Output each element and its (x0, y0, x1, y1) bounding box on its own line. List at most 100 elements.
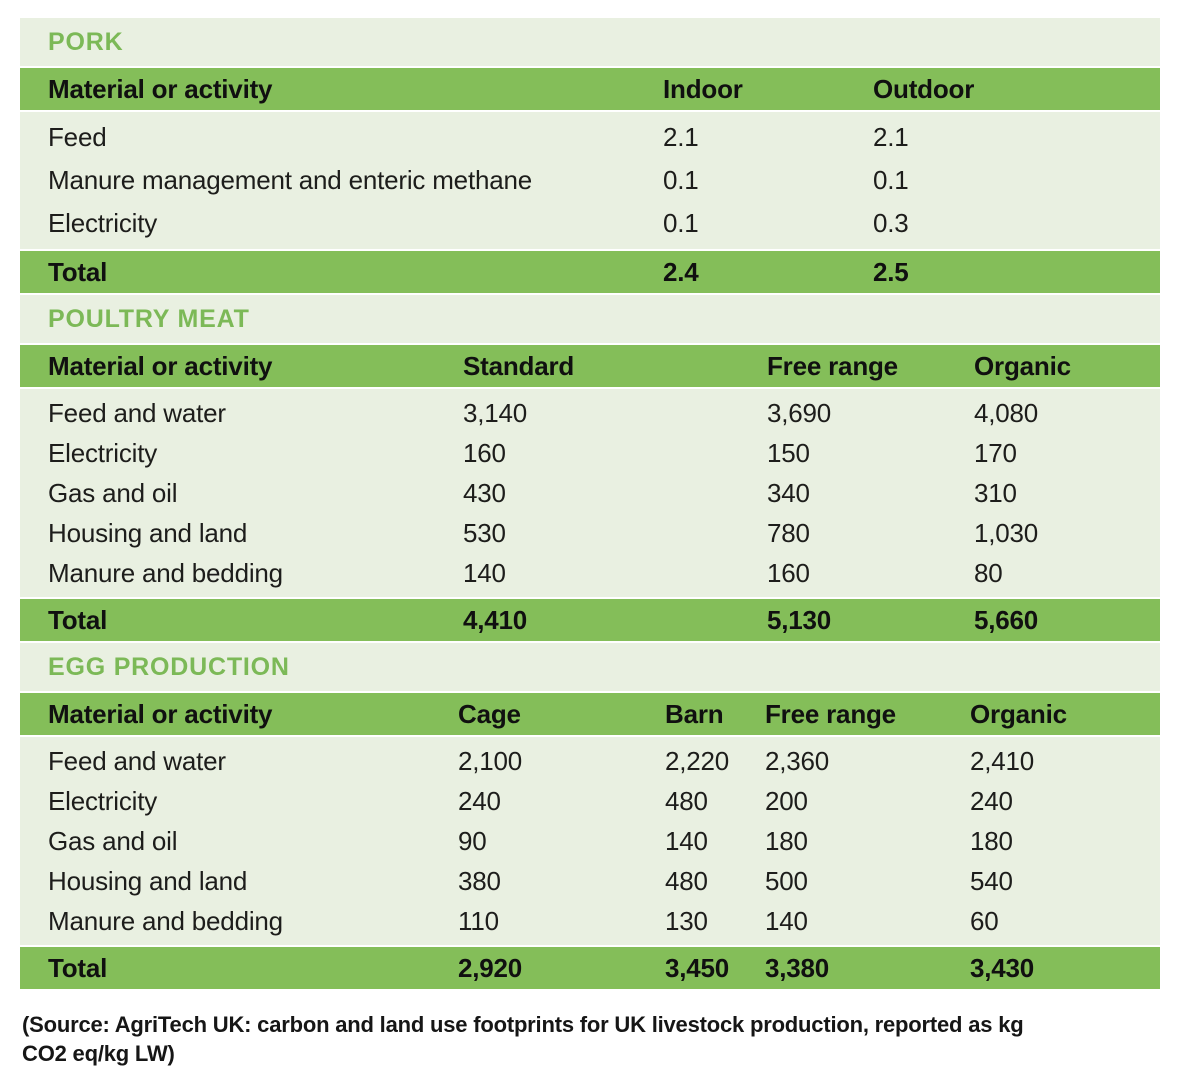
section-title: POULTRY MEAT (48, 304, 250, 333)
total-value-cell: 3,430 (970, 952, 1035, 983)
data-rows: Feed 2.1 2.1 Manure management and enteric … (20, 112, 1160, 249)
row-label: Manure and bedding (48, 905, 283, 936)
column-header-material: Material or activity (48, 698, 273, 729)
table-row: Feed and water 2,100 2,220 2,360 2,410 (20, 741, 1160, 781)
total-value-cell: 2.4 (663, 256, 699, 287)
section-egg-production: EGG PRODUCTION Material or activity Cage Ba… (20, 643, 1160, 989)
total-value-cell: 5,130 (767, 604, 832, 635)
total-value-cell: 3,380 (765, 952, 830, 983)
row-label: Electricity (48, 437, 158, 468)
table-row: Housing and land 380 480 500 540 (20, 861, 1160, 901)
total-row: Total 2.4 2.5 (20, 251, 1160, 293)
column-header: Organic (974, 350, 1071, 381)
value-cell: 340 (767, 477, 810, 508)
value-cell: 140 (463, 557, 506, 588)
row-label: Housing and land (48, 865, 248, 896)
table-row: Feed 2.1 2.1 (20, 116, 1160, 159)
row-label: Feed and water (48, 745, 226, 776)
table-row: Manure and bedding 140 160 80 (20, 553, 1160, 593)
value-cell: 130 (665, 905, 708, 936)
table-row: Feed and water 3,140 3,690 4,080 (20, 393, 1160, 433)
section-pork: PORK Material or activity Indoor Outdoor Fee… (20, 18, 1160, 293)
total-label: Total (48, 256, 108, 287)
section-poultry-meat: POULTRY MEAT Material or activity Standard… (20, 295, 1160, 641)
row-label: Electricity (48, 208, 158, 238)
value-cell: 0.1 (663, 165, 699, 195)
value-cell: 240 (970, 785, 1013, 816)
row-label: Gas and oil (48, 477, 178, 508)
total-row: Total 2,920 3,450 3,380 3,430 (20, 947, 1160, 989)
value-cell: 60 (970, 905, 999, 936)
row-label: Feed (48, 122, 107, 152)
value-cell: 430 (463, 477, 506, 508)
row-label: Manure and bedding (48, 557, 283, 588)
column-header-material: Material or activity (48, 350, 273, 381)
value-cell: 4,080 (974, 397, 1039, 428)
section-title: EGG PRODUCTION (48, 652, 290, 681)
value-cell: 140 (765, 905, 808, 936)
row-label: Electricity (48, 785, 158, 816)
column-header: Cage (458, 698, 521, 729)
column-header: Standard (463, 350, 575, 381)
value-cell: 2,100 (458, 745, 523, 776)
column-header: Barn (665, 698, 724, 729)
value-cell: 780 (767, 517, 810, 548)
value-cell: 500 (765, 865, 808, 896)
table-row: Gas and oil 90 140 180 180 (20, 821, 1160, 861)
table-row: Housing and land 530 780 1,030 (20, 513, 1160, 553)
table-row: Manure management and enteric methane 0.1… (20, 159, 1160, 202)
value-cell: 90 (458, 825, 487, 856)
column-header-material: Material or activity (48, 73, 273, 104)
column-header: Free range (767, 350, 898, 381)
value-cell: 150 (767, 437, 810, 468)
total-value-cell: 2.5 (873, 256, 909, 287)
value-cell: 180 (970, 825, 1013, 856)
column-header: Outdoor (873, 73, 975, 104)
value-cell: 2,220 (665, 745, 730, 776)
value-cell: 0.1 (873, 165, 909, 195)
total-label: Total (48, 952, 108, 983)
value-cell: 480 (665, 865, 708, 896)
value-cell: 3,690 (767, 397, 832, 428)
value-cell: 0.3 (873, 208, 909, 238)
value-cell: 310 (974, 477, 1017, 508)
total-row: Total 4,410 5,130 5,660 (20, 599, 1160, 641)
value-cell: 480 (665, 785, 708, 816)
total-value-cell: 5,660 (974, 604, 1039, 635)
value-cell: 240 (458, 785, 501, 816)
value-cell: 0.1 (663, 208, 699, 238)
value-cell: 1,030 (974, 517, 1039, 548)
table-row: Gas and oil 430 340 310 (20, 473, 1160, 513)
value-cell: 380 (458, 865, 501, 896)
section-title-row: PORK (20, 18, 1160, 66)
data-rows: Feed and water 2,100 2,220 2,360 2,410 Electr… (20, 737, 1160, 945)
table-row: Electricity 160 150 170 (20, 433, 1160, 473)
column-header: Indoor (663, 73, 743, 104)
value-cell: 2,360 (765, 745, 830, 776)
value-cell: 2.1 (663, 122, 699, 152)
value-cell: 160 (767, 557, 810, 588)
value-cell: 2,410 (970, 745, 1035, 776)
total-value-cell: 4,410 (463, 604, 528, 635)
total-value-cell: 3,450 (665, 952, 730, 983)
value-cell: 3,140 (463, 397, 528, 428)
table-row: Electricity 0.1 0.3 (20, 202, 1160, 245)
column-header-row: Material or activity Standard Free range Or… (20, 345, 1160, 387)
table-row: Electricity 240 480 200 240 (20, 781, 1160, 821)
column-header: Free range (765, 698, 896, 729)
total-label: Total (48, 604, 108, 635)
table-row: Manure and bedding 110 130 140 60 (20, 901, 1160, 941)
value-cell: 160 (463, 437, 506, 468)
section-title-row: POULTRY MEAT (20, 295, 1160, 343)
livestock-footprint-tables: PORK Material or activity Indoor Outdoor Fee… (20, 18, 1160, 989)
row-label: Housing and land (48, 517, 248, 548)
row-label: Feed and water (48, 397, 226, 428)
value-cell: 200 (765, 785, 808, 816)
value-cell: 110 (458, 905, 499, 936)
value-cell: 2.1 (873, 122, 909, 152)
section-title: PORK (48, 27, 124, 56)
column-header: Organic (970, 698, 1067, 729)
value-cell: 80 (974, 557, 1003, 588)
value-cell: 180 (765, 825, 808, 856)
value-cell: 530 (463, 517, 506, 548)
